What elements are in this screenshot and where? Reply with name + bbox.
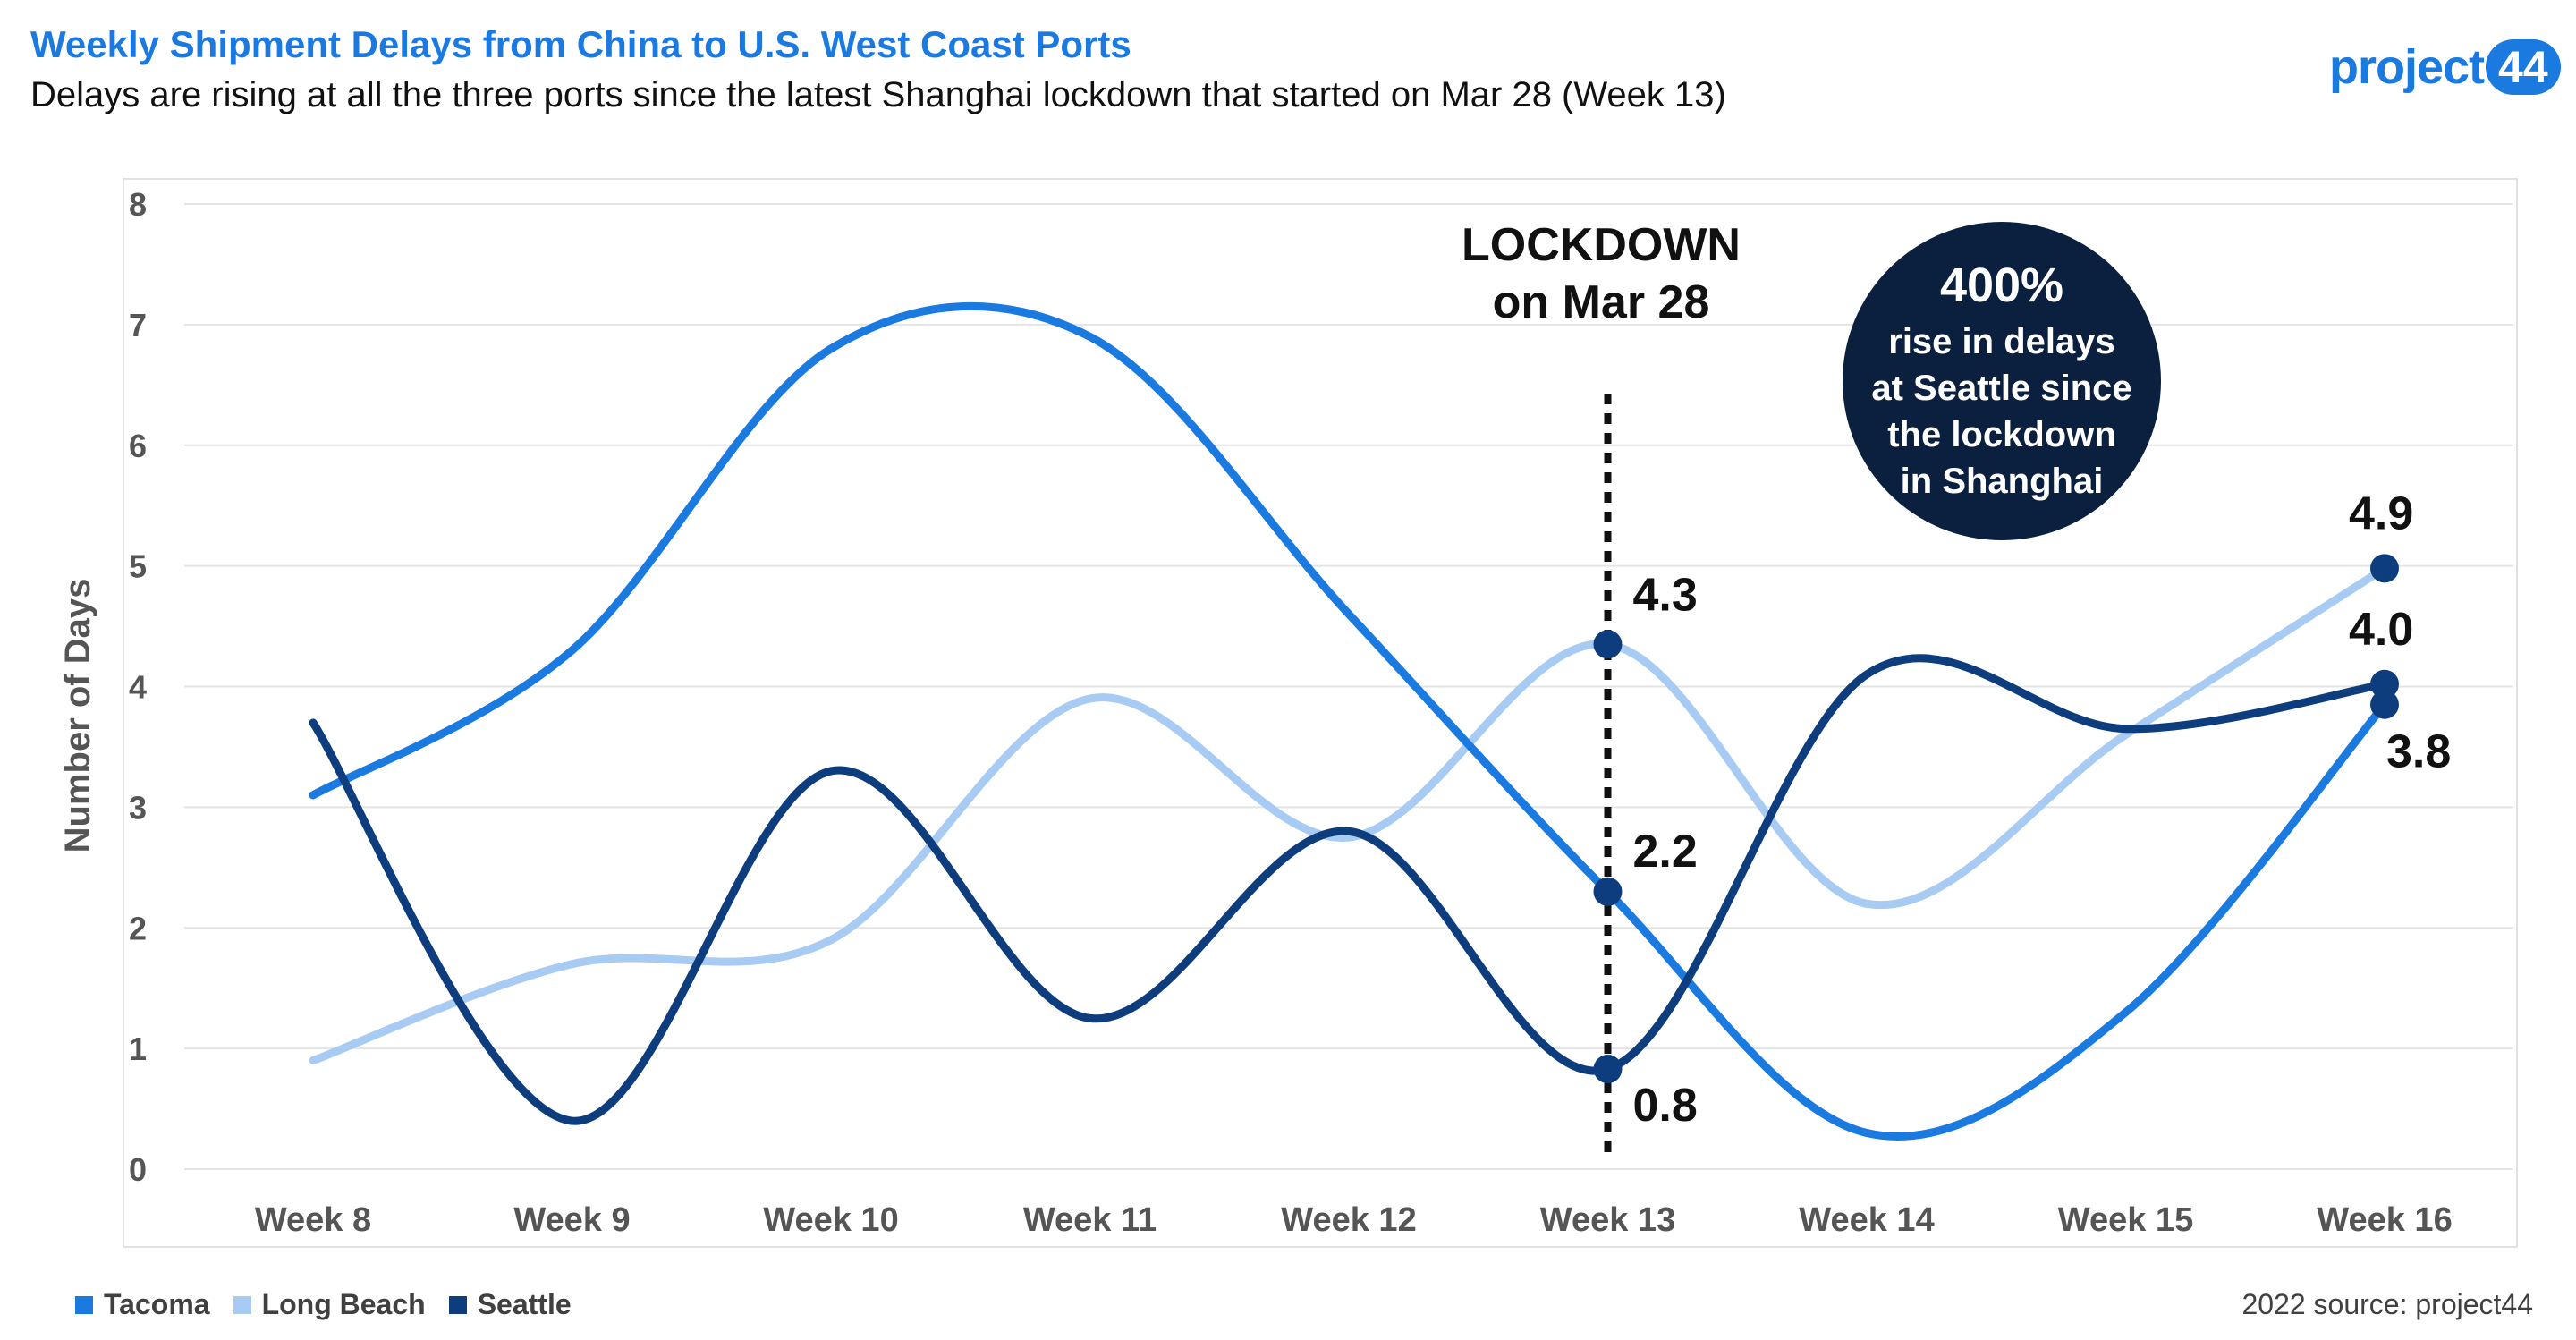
- data-marker: [1593, 630, 1623, 659]
- legend-label-seattle: Seattle: [477, 1288, 572, 1320]
- data-marker: [2370, 554, 2399, 583]
- y-tick-label: 5: [129, 548, 147, 585]
- y-tick-label: 2: [129, 910, 147, 946]
- data-label: 4.9: [2349, 488, 2413, 539]
- legend-item-long-beach: Long Beach: [233, 1288, 426, 1321]
- series-line-seattle: [309, 654, 2389, 1125]
- chart-subtitle: Delays are rising at all the three ports…: [30, 75, 1726, 114]
- y-tick-label: 1: [129, 1030, 147, 1067]
- y-tick-label: 6: [129, 428, 147, 464]
- callout-bubble: 400% rise in delays at Seattle since the…: [1843, 222, 2161, 540]
- series-lines: [309, 301, 2389, 1141]
- data-label: 3.8: [2386, 726, 2451, 778]
- legend-swatch-tacoma: [75, 1295, 93, 1314]
- y-tick-label: 4: [129, 669, 147, 706]
- project44-logo: project 44: [2329, 34, 2561, 100]
- data-marker: [2370, 669, 2399, 699]
- data-marker: [2370, 690, 2399, 719]
- legend-item-tacoma: Tacoma: [75, 1288, 210, 1321]
- data-labels: 4.3 2.2 0.8 4.9 4.0 3.8: [1633, 488, 2452, 1132]
- x-tick-label: Week 11: [1023, 1201, 1157, 1239]
- chart-title: Weekly Shipment Delays from China to U.S…: [30, 23, 1131, 65]
- source-note: 2022 source: project44: [2241, 1288, 2533, 1320]
- y-tick-label: 8: [129, 186, 147, 223]
- data-label: 2.2: [1633, 826, 1698, 878]
- legend-swatch-long-beach: [233, 1295, 251, 1314]
- y-tick-label: 7: [129, 307, 147, 343]
- legend-swatch-seattle: [448, 1295, 467, 1314]
- x-tick-label: Week 14: [1799, 1201, 1934, 1239]
- data-marker: [1593, 877, 1623, 906]
- x-tick-label: Week 8: [255, 1201, 371, 1239]
- x-tick-label: Week 15: [2058, 1201, 2193, 1239]
- legend-label-tacoma: Tacoma: [104, 1288, 210, 1320]
- data-label: 4.3: [1633, 569, 1698, 621]
- x-tick-label: Week 9: [513, 1201, 630, 1239]
- y-tick-label: 3: [129, 789, 147, 826]
- legend-label-long-beach: Long Beach: [261, 1288, 426, 1320]
- legend-item-seattle: Seattle: [448, 1288, 572, 1321]
- data-marker: [1593, 1055, 1623, 1084]
- y-tick-labels: 0 1 2 3 4 5 6 7 8: [129, 186, 147, 1188]
- data-label: 0.8: [1633, 1080, 1698, 1132]
- logo-badge: 44: [2486, 39, 2561, 95]
- x-tick-label: Week 13: [1540, 1201, 1675, 1239]
- legend: Tacoma Long Beach Seattle: [75, 1288, 572, 1321]
- logo-text: project: [2329, 40, 2485, 94]
- lockdown-label: LOCKDOWN on Mar 28: [1422, 216, 1780, 331]
- x-tick-label: Week 16: [2317, 1201, 2452, 1239]
- x-tick-label: Week 10: [763, 1201, 898, 1239]
- y-axis-label: Number of Days: [58, 579, 97, 853]
- x-tick-labels: Week 8 Week 9 Week 10 Week 11 Week 12 Week 13…: [255, 1201, 2453, 1239]
- callout-text: rise in delays at Seattle since the lock…: [1871, 322, 2132, 501]
- lockdown-label-line1: LOCKDOWN: [1462, 219, 1741, 271]
- lockdown-label-line2: on Mar 28: [1492, 276, 1710, 328]
- data-markers: [1593, 554, 2399, 1084]
- data-label: 4.0: [2349, 604, 2413, 656]
- callout-percent: 400%: [1939, 259, 2064, 312]
- y-tick-label: 0: [129, 1151, 147, 1188]
- x-tick-label: Week 12: [1281, 1201, 1416, 1239]
- series-line-tacoma: [309, 301, 2389, 1141]
